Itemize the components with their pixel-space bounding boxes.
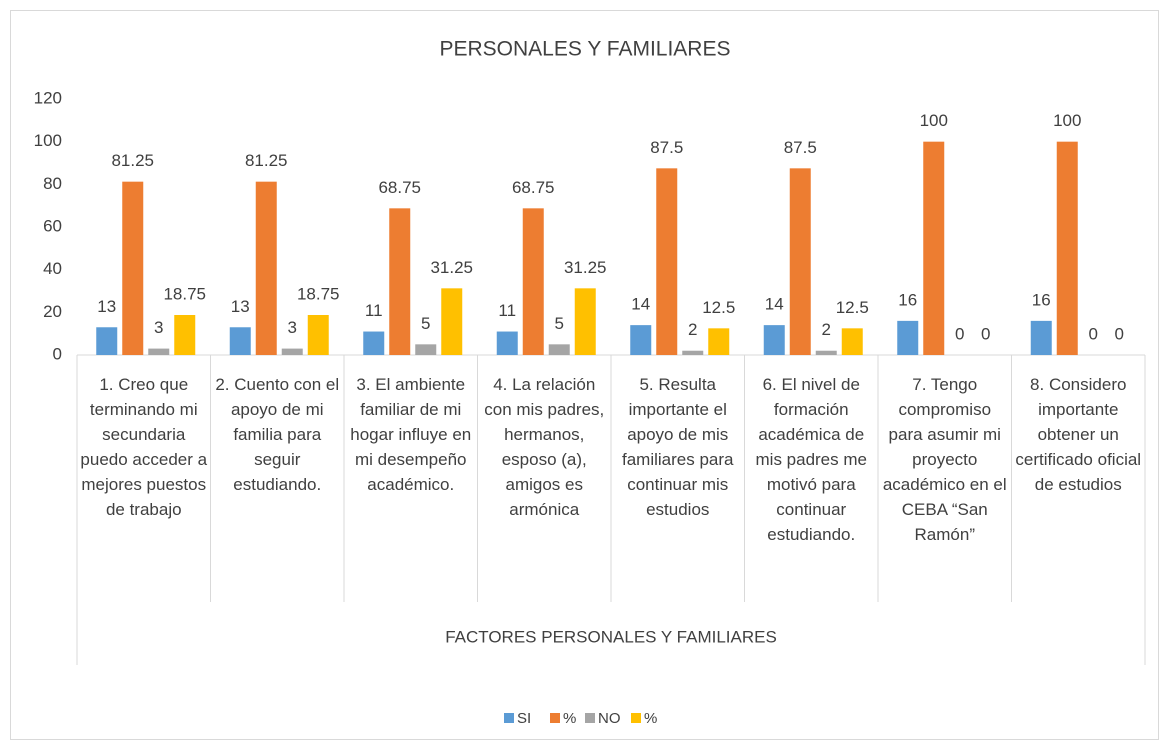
legend-label: NO (598, 710, 621, 727)
data-label: 16 (1032, 290, 1051, 309)
data-label: 68.75 (378, 178, 421, 197)
bar (897, 320, 919, 355)
bar (763, 325, 785, 355)
bar (841, 328, 863, 355)
data-label: 3 (154, 318, 163, 337)
y-tick-label: 80 (43, 174, 62, 193)
bar (148, 348, 170, 355)
bar (441, 288, 463, 355)
data-label: 81.25 (111, 151, 154, 170)
data-label: 3 (288, 318, 297, 337)
x-tick-label: 8. Considero importante obtener un certi… (1015, 375, 1142, 494)
legend-swatch (550, 713, 560, 723)
bar (1056, 141, 1078, 355)
x-tick-label-box: 1. Creo que terminando mi secundaria pue… (80, 375, 208, 519)
data-label: 5 (555, 314, 564, 333)
bar (522, 208, 544, 355)
y-tick-label: 40 (43, 259, 62, 278)
data-label: 81.25 (245, 151, 288, 170)
data-label: 2 (822, 320, 831, 339)
bar (1030, 320, 1052, 355)
bar (574, 288, 596, 355)
data-label: 87.5 (650, 138, 683, 157)
x-tick-label: 6. El nivel de formación académica de mi… (755, 375, 867, 544)
data-label: 0 (981, 324, 990, 343)
data-label: 100 (1053, 111, 1081, 130)
bar (122, 181, 144, 355)
data-label: 68.75 (512, 178, 555, 197)
y-tick-label: 20 (43, 302, 62, 321)
legend-label: % (644, 710, 657, 727)
x-tick-label-box: 8. Considero importante obtener un certi… (1015, 375, 1142, 494)
bar (415, 344, 437, 355)
data-label: 16 (898, 290, 917, 309)
x-tick-label-box: 6. El nivel de formación académica de mi… (755, 375, 867, 544)
data-label: 87.5 (784, 138, 817, 157)
data-label: 0 (955, 324, 964, 343)
bar (96, 327, 118, 355)
x-tick-label: 5. Resulta importante el apoyo de mis fa… (622, 375, 734, 519)
bar (789, 168, 811, 355)
x-tick-label-box: 3. El ambiente familiar de mi hogar infl… (350, 375, 472, 494)
data-label: 18.75 (297, 284, 340, 303)
legend-label: SI (517, 710, 531, 727)
bar (496, 331, 518, 355)
y-tick-label: 120 (34, 88, 62, 107)
y-tick-label: 0 (53, 344, 62, 363)
data-label: 11 (365, 301, 383, 320)
bar (923, 141, 945, 355)
bar (307, 315, 329, 355)
data-label: 12.5 (702, 298, 735, 317)
data-label: 11 (498, 301, 516, 320)
bar (255, 181, 277, 355)
bar (363, 331, 385, 355)
data-label: 18.75 (163, 284, 206, 303)
data-label: 100 (920, 111, 948, 130)
bar (389, 208, 411, 355)
x-tick-label: 4. La relación con mis padres, hermanos,… (484, 375, 605, 519)
bar (229, 327, 251, 355)
bar (708, 328, 730, 355)
data-label: 5 (421, 314, 430, 333)
data-label: 31.25 (564, 258, 607, 277)
legend-swatch (504, 713, 514, 723)
x-tick-label: 3. El ambiente familiar de mi hogar infl… (350, 375, 472, 494)
bar (281, 348, 303, 355)
x-tick-label: 7. Tengo compromiso para asumir mi proye… (882, 375, 1007, 544)
y-tick-label: 100 (34, 131, 62, 150)
bar (548, 344, 570, 355)
bar (174, 315, 196, 355)
x-axis-title: FACTORES PERSONALES Y FAMILIARES (445, 627, 777, 646)
bar (815, 350, 837, 355)
x-tick-label-box: 7. Tengo compromiso para asumir mi proye… (882, 375, 1007, 544)
x-tick-label: 1. Creo que terminando mi secundaria pue… (80, 375, 208, 519)
bar (682, 350, 704, 355)
chart-border (10, 10, 1159, 740)
data-label: 0 (1115, 324, 1124, 343)
data-label: 31.25 (430, 258, 473, 277)
x-tick-label-box: 4. La relación con mis padres, hermanos,… (484, 375, 605, 519)
legend-label: % (563, 710, 576, 727)
data-label: 12.5 (836, 298, 869, 317)
y-tick-label: 60 (43, 216, 62, 235)
data-label: 14 (765, 295, 784, 314)
x-tick-label-box: 5. Resulta importante el apoyo de mis fa… (622, 375, 734, 519)
bar (630, 325, 652, 355)
data-label: 13 (97, 297, 116, 316)
data-label: 13 (231, 297, 250, 316)
legend-swatch (585, 713, 595, 723)
data-label: 0 (1089, 324, 1098, 343)
chart-title: PERSONALES Y FAMILIARES (439, 38, 730, 61)
data-label: 14 (631, 295, 650, 314)
data-label: 2 (688, 320, 697, 339)
x-tick-label-box: 2. Cuento con el apoyo de mi familia par… (215, 375, 340, 494)
bar (656, 168, 678, 355)
x-tick-label: 2. Cuento con el apoyo de mi familia par… (215, 375, 340, 494)
legend-swatch (631, 713, 641, 723)
